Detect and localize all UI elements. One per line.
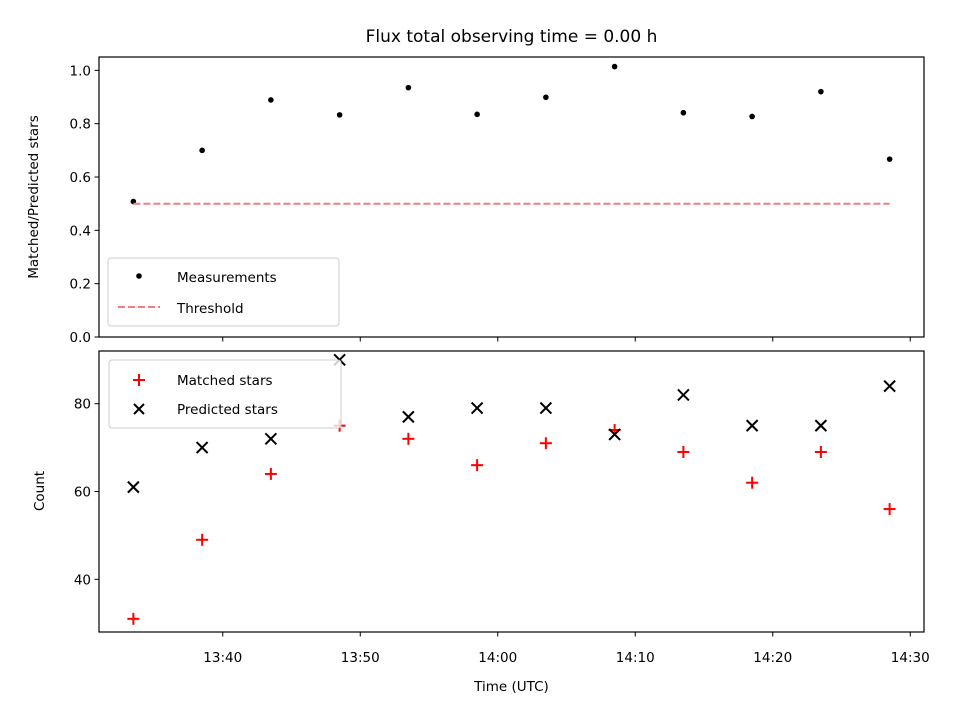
bottom-legend-box (108, 359, 342, 429)
predicted-stars-point (814, 419, 828, 432)
measurement-point (199, 147, 205, 154)
predicted-stars-point (608, 428, 621, 441)
measurement-point (886, 156, 893, 162)
bottom-legend: Matched stars Predicted stars (108, 359, 342, 429)
y-tick-label: 0.0 (70, 330, 91, 346)
bottom-y-ticks: 40 60 80 (74, 397, 99, 588)
matched-stars-point (264, 467, 277, 480)
legend-marker-matched-stars (133, 374, 145, 386)
top-y-ticks: 0.0 0.2 0.4 0.6 0.8 1.0 (70, 63, 99, 346)
x-tick-label: 14:30 (891, 650, 930, 666)
measurement-point (474, 111, 480, 118)
predicted-stars-point (470, 401, 484, 415)
predicted-stars-point (195, 441, 209, 454)
measurement-point (680, 109, 687, 116)
bottom-x-ticks: 13:40 13:50 14:00 14:10 14:20 14:30 (203, 632, 930, 666)
predicted-stars-point (127, 480, 140, 494)
top-y-axis-label: Matched/Predicted stars (26, 115, 42, 278)
predicted-stars-point (677, 388, 690, 402)
measurement-point (336, 112, 343, 118)
predicted-stars-point (745, 419, 759, 432)
matched-stars-point (814, 445, 827, 458)
legend-marker-predicted-stars (133, 403, 145, 415)
chart-title: Flux total observing time = 0.00 h (366, 27, 658, 47)
legend-label-predicted-stars: Predicted stars (177, 402, 278, 418)
y-tick-label: 0.2 (70, 277, 91, 293)
measurement-point (268, 97, 274, 103)
measurement-point (749, 113, 755, 120)
top-x-ticks (222, 337, 911, 342)
predicted-stars-point (264, 432, 278, 446)
y-tick-label: 60 (74, 485, 91, 501)
y-tick-label: 80 (74, 397, 91, 413)
top-legend: Measurements Threshold (107, 257, 340, 327)
x-tick-label: 14:00 (478, 650, 517, 666)
matched-stars-point (471, 459, 484, 472)
y-tick-label: 1.0 (70, 63, 91, 79)
x-tick-label: 14:20 (753, 650, 792, 666)
y-tick-label: 0.4 (70, 223, 91, 239)
legend-label-threshold: Threshold (176, 301, 244, 317)
legend-label-matched-stars: Matched stars (177, 373, 273, 389)
predicted-stars-point (883, 379, 896, 393)
bottom-y-axis-label: Count (32, 471, 48, 511)
x-tick-label: 13:50 (341, 650, 380, 666)
matched-stars-point (402, 432, 415, 445)
predicted-stars-point (402, 410, 415, 424)
y-tick-label: 40 (74, 572, 91, 588)
y-tick-label: 0.6 (70, 170, 91, 186)
top-legend-box (107, 257, 340, 327)
x-axis-label: Time (UTC) (473, 679, 549, 695)
matched-stars-point (196, 533, 209, 546)
measurement-point (543, 94, 549, 101)
y-tick-label: 0.8 (70, 117, 91, 133)
predicted-stars-point (539, 401, 553, 415)
matched-stars-point (746, 476, 759, 489)
matched-stars-point (677, 445, 690, 458)
matched-stars-point (539, 437, 552, 450)
measurement-point (611, 63, 618, 70)
legend-label-measurements: Measurements (177, 270, 277, 286)
top-plot-area (130, 63, 893, 205)
top-axes-frame (98, 56, 925, 338)
measurement-point (405, 84, 412, 91)
measurement-point (818, 88, 824, 95)
legend-marker-measurements (136, 273, 142, 279)
x-tick-label: 14:10 (616, 650, 655, 666)
x-tick-label: 13:40 (203, 650, 242, 666)
bottom-plot-area (127, 353, 896, 625)
matched-stars-point (883, 503, 896, 516)
matched-stars-point (127, 612, 140, 625)
